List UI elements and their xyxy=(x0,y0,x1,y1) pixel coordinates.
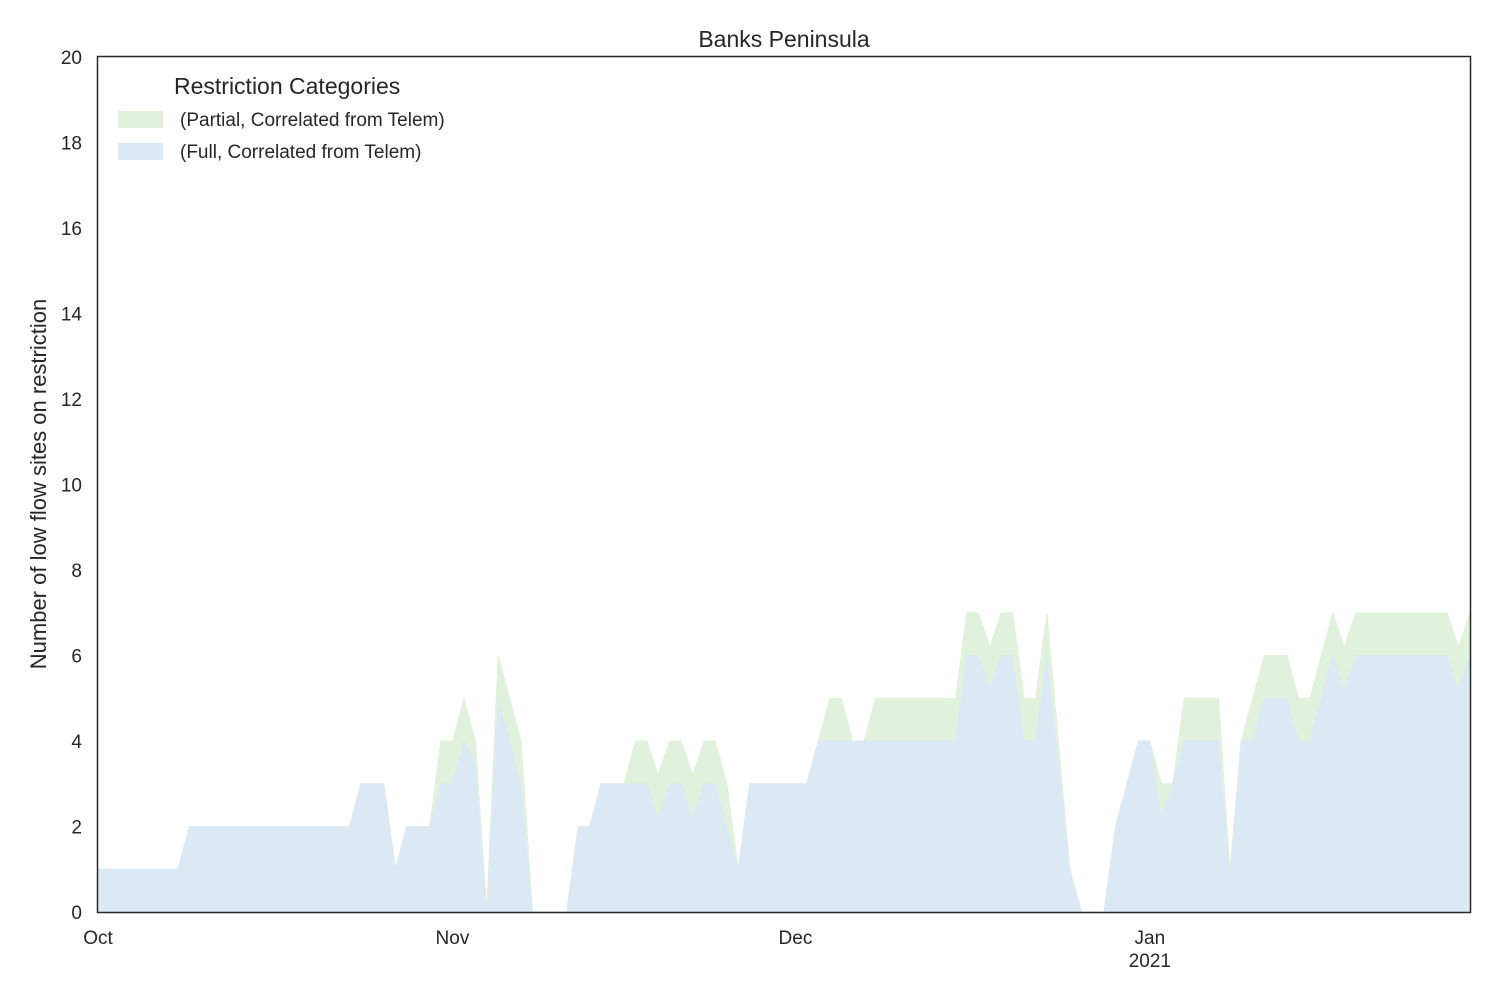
legend-label-full: (Full, Correlated from Telem) xyxy=(180,142,421,163)
y-tick-label: 20 xyxy=(61,48,82,69)
legend-title: Restriction Categories xyxy=(174,73,400,99)
x-tick-sublabel: 2021 xyxy=(1129,951,1171,972)
legend: Restriction Categories (Partial, Correla… xyxy=(118,73,445,163)
y-tick-label: 8 xyxy=(71,561,82,582)
y-tick-label: 10 xyxy=(61,476,82,497)
area-series-group xyxy=(97,611,1471,913)
legend-swatch-partial xyxy=(118,111,163,128)
x-tick-label: Oct xyxy=(83,928,113,949)
x-tick-label: Jan xyxy=(1135,928,1166,949)
y-tick-label: 16 xyxy=(61,219,82,240)
y-tick-label: 18 xyxy=(61,134,82,155)
y-axis-ticks: 0 2 4 6 8 10 12 14 16 18 20 xyxy=(61,48,83,924)
plot-frame xyxy=(96,55,1472,914)
x-tick-label: Nov xyxy=(436,928,470,949)
chart-title: Banks Peninsula xyxy=(698,26,870,52)
y-axis-label: Number of low flow sites on restriction xyxy=(26,299,51,669)
y-tick-label: 2 xyxy=(71,818,82,839)
y-tick-label: 12 xyxy=(61,390,82,411)
x-tick-label: Dec xyxy=(779,928,813,949)
area-series-full xyxy=(97,653,1471,913)
y-tick-label: 4 xyxy=(71,732,82,753)
y-tick-label: 0 xyxy=(71,903,82,924)
y-tick-label: 14 xyxy=(61,305,83,326)
y-tick-label: 6 xyxy=(71,647,82,668)
legend-swatch-full xyxy=(118,143,163,160)
legend-label-partial: (Partial, Correlated from Telem) xyxy=(180,110,445,131)
